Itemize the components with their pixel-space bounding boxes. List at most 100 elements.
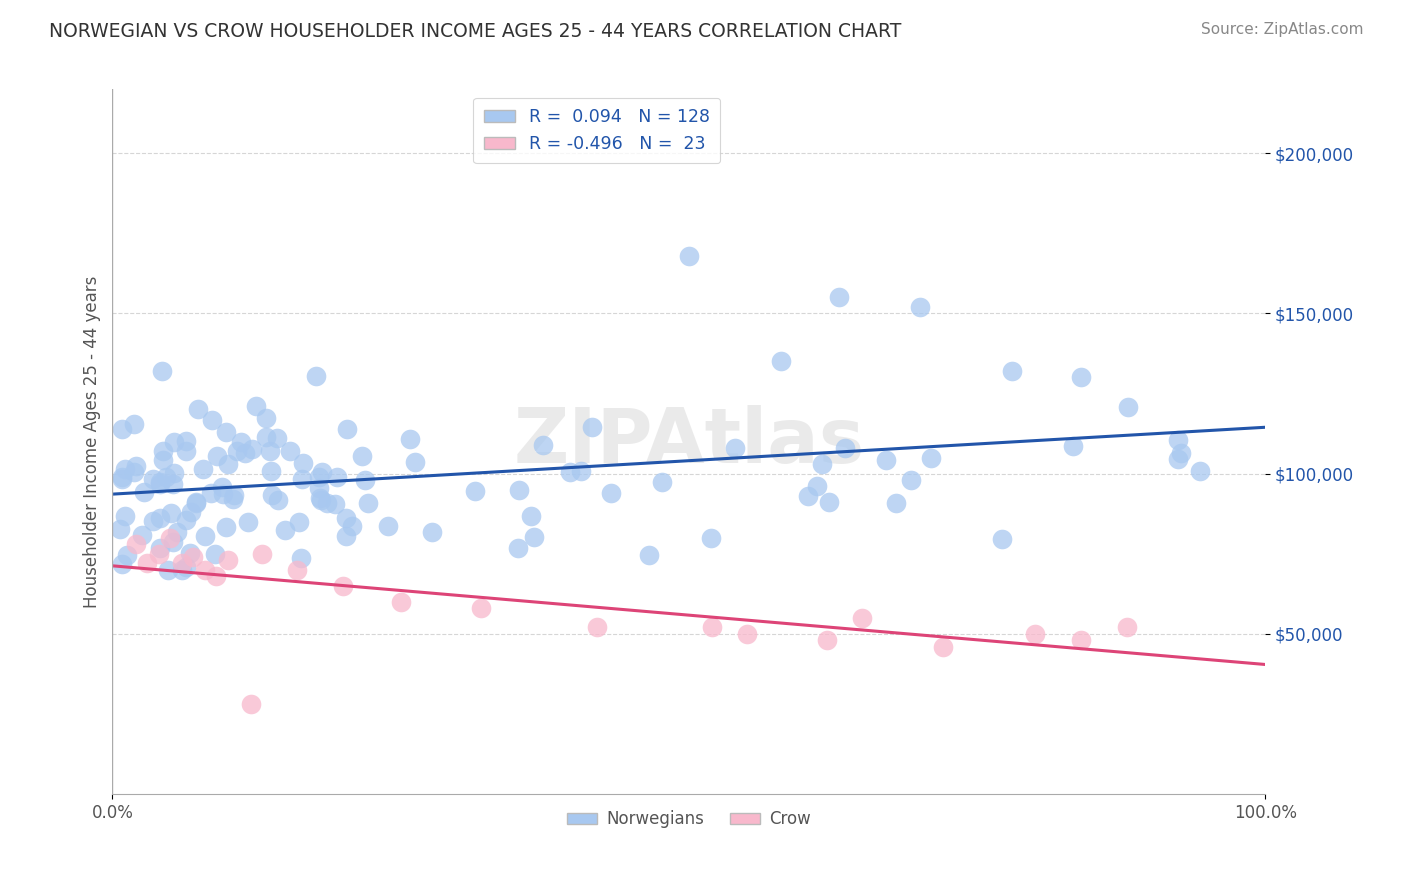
Point: [224, 487, 246, 501]
Point: [122, 417, 145, 431]
Point: [160, 506, 183, 520]
Point: [723, 441, 745, 455]
Point: [323, 497, 346, 511]
Point: [651, 475, 673, 489]
Point: [184, 495, 207, 509]
Point: [162, 476, 184, 491]
Point: [108, 522, 131, 536]
Point: [226, 444, 249, 458]
Point: [259, 444, 281, 458]
Point: [180, 505, 202, 519]
Point: [350, 450, 373, 464]
Point: [201, 412, 224, 426]
Point: [176, 513, 198, 527]
Point: [162, 534, 184, 549]
Point: [308, 470, 330, 484]
Point: [884, 496, 907, 510]
Point: [288, 515, 311, 529]
Point: [114, 462, 136, 476]
Point: [700, 531, 723, 545]
Point: [149, 541, 172, 556]
Point: [637, 548, 659, 562]
Point: [404, 455, 426, 469]
Point: [205, 569, 228, 583]
Point: [152, 444, 174, 458]
Point: [332, 579, 354, 593]
Point: [336, 422, 359, 436]
Point: [908, 300, 931, 314]
Point: [1167, 452, 1189, 467]
Point: [229, 435, 252, 450]
Point: [815, 633, 838, 648]
Point: [194, 563, 217, 577]
Point: [834, 441, 856, 455]
Point: [238, 515, 260, 529]
Point: [309, 491, 332, 506]
Point: [174, 444, 197, 458]
Point: [353, 473, 375, 487]
Point: [166, 524, 188, 539]
Point: [204, 547, 226, 561]
Point: [115, 549, 138, 563]
Point: [851, 610, 873, 624]
Point: [1070, 370, 1092, 384]
Point: [179, 546, 201, 560]
Point: [159, 531, 181, 545]
Point: [131, 528, 153, 542]
Point: [335, 529, 357, 543]
Point: [114, 509, 136, 524]
Point: [260, 464, 283, 478]
Point: [315, 496, 337, 510]
Point: [311, 465, 333, 479]
Point: [569, 464, 592, 478]
Point: [172, 563, 194, 577]
Point: [523, 530, 546, 544]
Point: [422, 525, 444, 540]
Point: [149, 475, 172, 490]
Point: [200, 486, 222, 500]
Point: [1116, 400, 1139, 414]
Point: [931, 640, 953, 654]
Point: [111, 422, 134, 436]
Point: [1188, 464, 1211, 478]
Point: [309, 492, 332, 507]
Point: [735, 626, 758, 640]
Point: [305, 368, 328, 383]
Point: [174, 434, 197, 448]
Point: [1001, 364, 1024, 378]
Point: [152, 452, 174, 467]
Point: [111, 470, 134, 484]
Point: [399, 432, 422, 446]
Point: [217, 553, 239, 567]
Point: [274, 523, 297, 537]
Point: [125, 459, 148, 474]
Point: [278, 443, 301, 458]
Point: [136, 556, 159, 570]
Point: [991, 532, 1014, 546]
Point: [818, 495, 841, 509]
Point: [806, 479, 828, 493]
Point: [132, 484, 155, 499]
Point: [252, 547, 274, 561]
Point: [163, 467, 186, 481]
Point: [124, 537, 146, 551]
Point: [150, 364, 173, 378]
Point: [239, 697, 262, 711]
Point: [464, 483, 486, 498]
Point: [291, 456, 314, 470]
Point: [520, 508, 543, 523]
Point: [900, 473, 922, 487]
Point: [470, 601, 492, 615]
Point: [308, 481, 330, 495]
Text: NORWEGIAN VS CROW HOUSEHOLDER INCOME AGES 25 - 44 YEARS CORRELATION CHART: NORWEGIAN VS CROW HOUSEHOLDER INCOME AGE…: [49, 22, 901, 41]
Point: [357, 496, 380, 510]
Point: [1062, 439, 1084, 453]
Point: [122, 465, 145, 479]
Point: [585, 620, 607, 634]
Point: [191, 462, 214, 476]
Point: [506, 541, 529, 555]
Point: [828, 290, 851, 304]
Point: [797, 489, 820, 503]
Point: [163, 435, 186, 450]
Point: [581, 419, 603, 434]
